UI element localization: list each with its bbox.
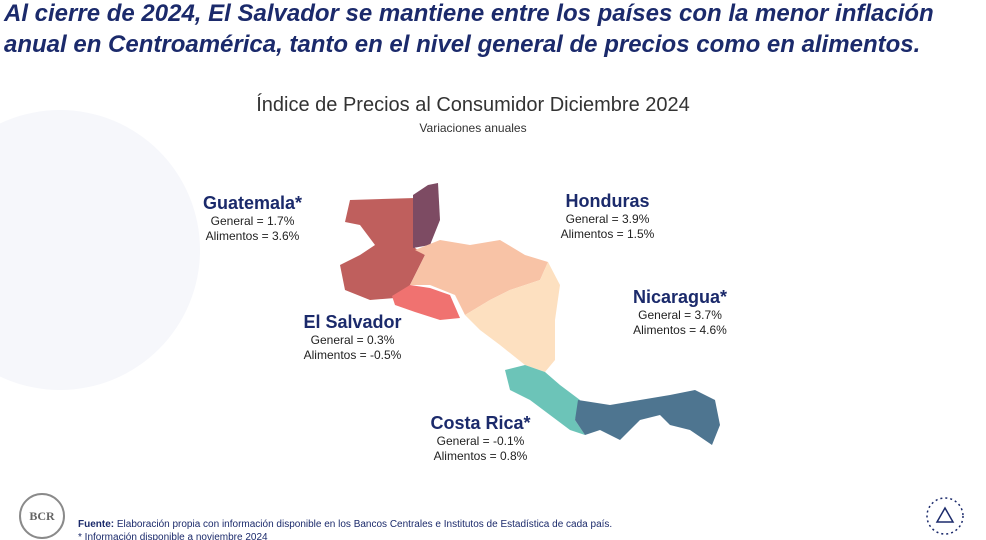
emblem [926, 497, 964, 535]
food-rate: Alimentos = 4.6% [633, 323, 727, 337]
country-name: Nicaragua* [632, 287, 728, 307]
food-rate: Alimentos = -0.5% [303, 348, 402, 362]
map-subtitle: Variaciones anuales [419, 121, 527, 135]
food-rate: Alimentos = 3.6% [205, 229, 300, 243]
country-label: Guatemala* General = 1.7% Alimentos = 3.6% [195, 192, 310, 244]
watermark [0, 110, 200, 390]
country-label: El Salvador General = 0.3% Alimentos = -0.… [290, 311, 415, 363]
map-title: Índice de Precios al Consumidor Diciembr… [256, 94, 690, 116]
source-label: Fuente: [78, 519, 115, 530]
country-name: El Salvador [303, 312, 402, 332]
country-name: Honduras [565, 191, 650, 211]
panama-shape [575, 390, 720, 445]
food-rate: Alimentos = 1.5% [560, 227, 655, 241]
guatemala-shape [340, 198, 425, 300]
headline: Al cierre de 2024, El Salvador se mantie… [4, 0, 934, 58]
general-rate: General = 1.7% [210, 214, 295, 228]
el-salvador-shape [392, 285, 460, 320]
nicaragua-shape [465, 262, 560, 372]
food-rate: Alimentos = 0.8% [433, 449, 528, 463]
honduras-shape [410, 240, 548, 315]
emblem-triangle [935, 506, 955, 523]
footer: Fuente: Elaboración propia con informaci… [78, 518, 612, 540]
general-rate: General = 0.3% [310, 333, 395, 347]
logo-text: BCR [29, 509, 55, 523]
general-rate: General = 3.7% [638, 308, 722, 322]
country-name: Costa Rica* [430, 413, 531, 433]
logo-ring [19, 493, 65, 539]
country-name: Guatemala* [202, 193, 303, 213]
belize-peten-shape [413, 183, 440, 248]
general-rate: General = -0.1% [436, 434, 525, 448]
country-label: Nicaragua* General = 3.7% Alimentos = 4.6% [620, 286, 740, 338]
country-label: Honduras General = 3.9% Alimentos = 1.5% [545, 190, 670, 242]
source: Elaboración propia con información dispo… [116, 519, 613, 530]
costa-rica-shape [505, 365, 585, 435]
note: * Información disponible a noviembre 202… [78, 532, 268, 540]
source-line: Fuente: Elaboración propia con informaci… [78, 518, 612, 531]
country-label: Costa Rica* General = -0.1% Alimentos = 0.… [418, 412, 543, 464]
general-rate: General = 3.9% [565, 212, 650, 226]
